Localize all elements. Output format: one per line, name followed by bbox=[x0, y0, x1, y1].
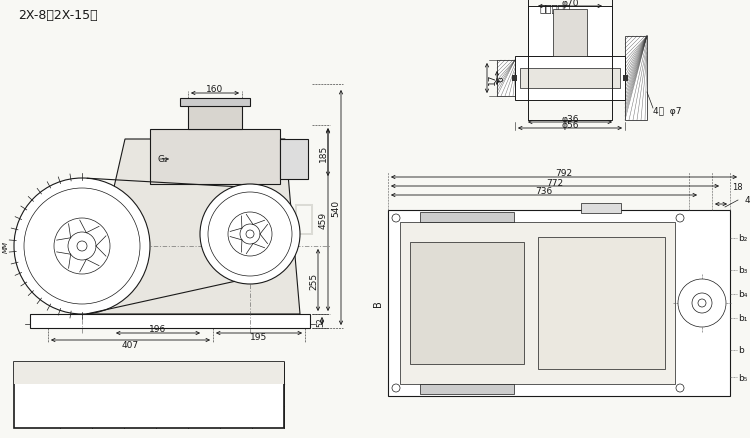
Text: 18: 18 bbox=[732, 182, 742, 191]
Text: 364: 364 bbox=[130, 412, 150, 422]
Text: 255: 255 bbox=[310, 272, 319, 289]
Text: φ70: φ70 bbox=[561, 0, 579, 7]
Text: 17: 17 bbox=[488, 73, 496, 85]
Text: b₁: b₁ bbox=[738, 314, 747, 323]
Text: 2X-8: 2X-8 bbox=[26, 390, 49, 400]
Text: 4孔  φ7: 4孔 φ7 bbox=[653, 106, 682, 115]
Text: b: b bbox=[104, 368, 112, 378]
Bar bbox=[581, 204, 621, 213]
Text: b₅: b₅ bbox=[262, 368, 274, 378]
Bar bbox=[388, 211, 730, 396]
Text: 459: 459 bbox=[319, 212, 328, 229]
Text: b₂: b₂ bbox=[166, 368, 178, 378]
Bar bbox=[625, 37, 647, 121]
Text: b₃: b₃ bbox=[738, 265, 747, 274]
Text: 274: 274 bbox=[226, 390, 246, 400]
Circle shape bbox=[678, 279, 726, 327]
Text: 407: 407 bbox=[122, 341, 139, 350]
Text: 104: 104 bbox=[162, 390, 182, 400]
Bar bbox=[538, 237, 665, 369]
Bar bbox=[520, 69, 620, 89]
Bar bbox=[553, 10, 587, 57]
Text: 195: 195 bbox=[251, 333, 268, 342]
Circle shape bbox=[246, 230, 254, 238]
Text: 型 号: 型 号 bbox=[29, 368, 45, 378]
Text: φ36: φ36 bbox=[561, 114, 579, 123]
Text: φ56: φ56 bbox=[561, 120, 579, 129]
Text: b₃: b₃ bbox=[198, 368, 210, 378]
Text: 196: 196 bbox=[149, 325, 166, 334]
Bar bbox=[14, 362, 284, 428]
Text: B: B bbox=[72, 368, 80, 378]
Text: b₂: b₂ bbox=[738, 234, 747, 243]
Text: 392: 392 bbox=[98, 390, 118, 400]
Text: 进气口尺寸: 进气口尺寸 bbox=[539, 3, 571, 13]
Text: 168: 168 bbox=[258, 390, 278, 400]
Text: 772: 772 bbox=[547, 178, 563, 187]
Text: MM: MM bbox=[3, 240, 9, 252]
Bar bbox=[188, 102, 242, 130]
Bar bbox=[623, 76, 628, 82]
Text: 2X-8，2X-15型: 2X-8，2X-15型 bbox=[18, 9, 98, 22]
Bar bbox=[14, 362, 284, 384]
Bar bbox=[410, 243, 524, 364]
Bar bbox=[515, 57, 625, 101]
Bar bbox=[528, 0, 612, 121]
Bar bbox=[420, 212, 514, 223]
Text: 492: 492 bbox=[98, 412, 118, 422]
Text: b₁: b₁ bbox=[134, 368, 146, 378]
Bar bbox=[512, 76, 517, 82]
Polygon shape bbox=[85, 140, 300, 314]
Text: 736: 736 bbox=[536, 187, 553, 196]
Bar bbox=[280, 140, 308, 180]
Text: 270: 270 bbox=[130, 390, 150, 400]
Text: B: B bbox=[373, 300, 383, 307]
Text: 431: 431 bbox=[66, 390, 86, 400]
Text: 52: 52 bbox=[316, 317, 325, 326]
Text: 531: 531 bbox=[66, 412, 86, 422]
Text: 2X-15: 2X-15 bbox=[22, 412, 52, 422]
Text: 6: 6 bbox=[496, 76, 506, 82]
Bar bbox=[180, 99, 250, 107]
Circle shape bbox=[77, 241, 87, 251]
Text: 110: 110 bbox=[162, 412, 182, 422]
Text: b₅: b₅ bbox=[738, 373, 747, 382]
Text: 261: 261 bbox=[194, 412, 214, 422]
Text: 160: 160 bbox=[206, 85, 224, 94]
Bar bbox=[497, 61, 515, 97]
Text: 792: 792 bbox=[556, 169, 572, 178]
Bar bbox=[30, 314, 310, 328]
Bar bbox=[150, 130, 280, 184]
Bar bbox=[420, 384, 514, 394]
Text: G₂: G₂ bbox=[158, 155, 169, 164]
Text: 4孔 φ7: 4孔 φ7 bbox=[745, 195, 750, 205]
Circle shape bbox=[14, 179, 150, 314]
Bar bbox=[528, 7, 612, 57]
Text: b₄: b₄ bbox=[738, 290, 747, 299]
Text: 水嘉龙洋泵阀: 水嘉龙洋泵阀 bbox=[185, 201, 315, 236]
Text: 540: 540 bbox=[332, 199, 340, 216]
Text: 185: 185 bbox=[319, 145, 328, 162]
Bar bbox=[400, 223, 675, 384]
Circle shape bbox=[200, 184, 300, 284]
Text: b: b bbox=[738, 345, 744, 354]
Text: 324: 324 bbox=[226, 412, 246, 422]
Text: 215: 215 bbox=[194, 390, 214, 400]
Text: 260: 260 bbox=[258, 412, 278, 422]
Text: b₄: b₄ bbox=[230, 368, 242, 378]
